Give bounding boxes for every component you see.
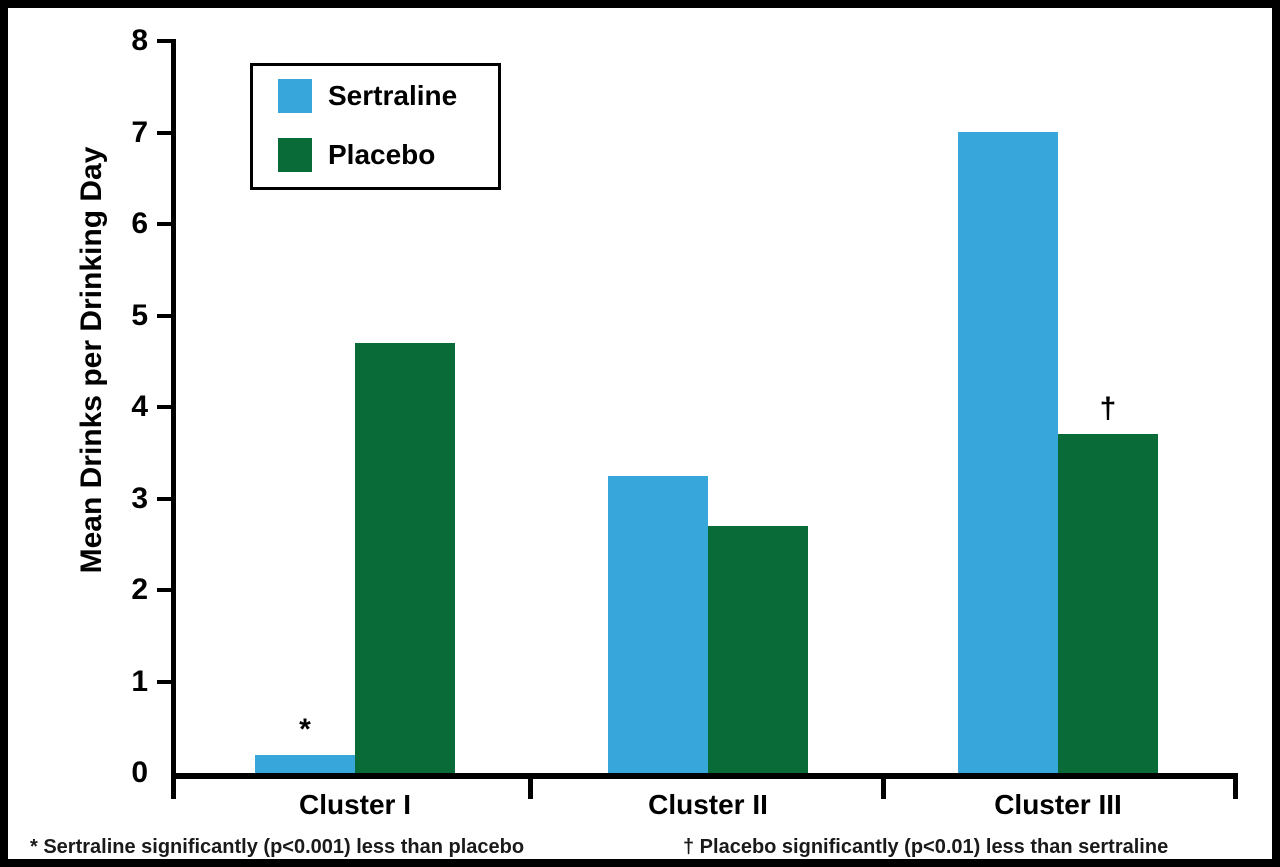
- x-axis-tick: [881, 779, 886, 799]
- y-axis-tick-label: 6: [131, 207, 148, 240]
- y-axis-tick: [157, 39, 176, 43]
- y-axis-tick: [157, 679, 176, 684]
- y-axis-tick-label: 4: [131, 390, 148, 423]
- y-axis-tick: [157, 405, 176, 409]
- legend-item-sertraline: Sertraline: [278, 79, 498, 113]
- legend: Sertraline Placebo: [250, 63, 501, 190]
- x-axis-tick: [528, 779, 533, 799]
- legend-label-sertraline: Sertraline: [328, 80, 458, 111]
- bar-placebo-cluster-i: [355, 343, 455, 773]
- x-axis-label-cluster-iii: Cluster III: [994, 789, 1122, 820]
- plot-area: Sertraline Placebo 0 1 2 3 4 5 6 7 8 Cluster I Clu…: [131, 24, 1238, 820]
- bar-placebo-cluster-ii: [708, 526, 808, 773]
- footnote-placebo-significance: † Placebo significantly (p<0.01) less th…: [683, 836, 1169, 858]
- y-axis-tick-label: 8: [131, 24, 148, 57]
- x-axis-tick: [171, 779, 176, 799]
- y-axis-tick: [157, 588, 176, 592]
- x-axis-label-cluster-i: Cluster I: [298, 789, 412, 820]
- placebo-color-swatch: [278, 138, 312, 172]
- significance-marker: *: [299, 713, 311, 746]
- y-axis-tick-label: 2: [131, 573, 148, 606]
- bar-sertraline-cluster-ii: [608, 476, 708, 773]
- y-axis-tick-label: 3: [131, 481, 148, 515]
- y-axis-tick-label: 1: [131, 664, 148, 698]
- y-axis-tick-label: 5: [131, 298, 148, 332]
- y-axis-tick: [157, 313, 176, 318]
- y-axis-tick-label: 0: [131, 756, 148, 789]
- x-axis-tick: [1233, 779, 1238, 799]
- significance-marker: †: [1099, 392, 1117, 425]
- legend-label-placebo: Placebo: [328, 139, 436, 170]
- y-axis-tick: [157, 222, 176, 226]
- y-axis-tick-label: 7: [131, 115, 148, 149]
- y-axis-tick: [157, 130, 176, 135]
- footnote-sertraline-significance: * Sertraline significantly (p<0.001) les…: [30, 836, 525, 858]
- bar-sertraline-cluster-iii: [958, 132, 1058, 773]
- bar-sertraline-cluster-i: [255, 755, 355, 773]
- y-axis-tick: [157, 496, 176, 501]
- bar-placebo-cluster-iii: [1058, 434, 1158, 773]
- legend-item-placebo: Placebo: [278, 138, 498, 172]
- sertraline-color-swatch: [278, 79, 312, 113]
- x-axis-label-cluster-ii: Cluster II: [648, 789, 768, 820]
